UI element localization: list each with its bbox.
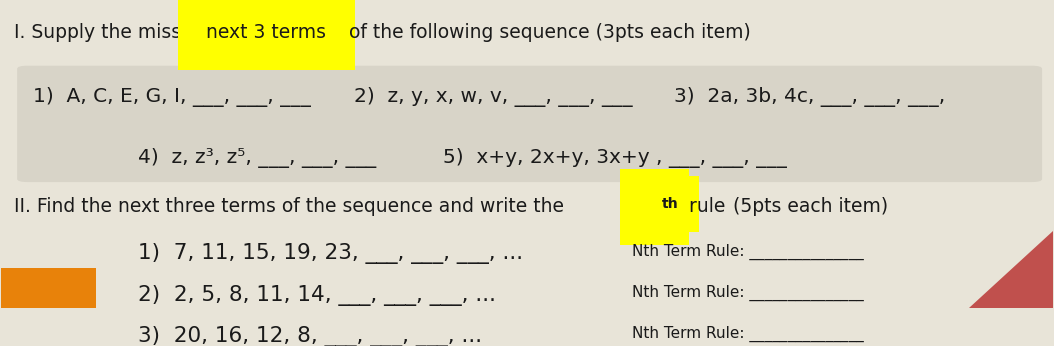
Text: 3)  20, 16, 12, 8, ___, ___, ___, ...: 3) 20, 16, 12, 8, ___, ___, ___, ... — [138, 326, 482, 346]
Text: th: th — [662, 197, 679, 211]
Text: 1)  7, 11, 15, 19, 23, ___, ___, ___, ...: 1) 7, 11, 15, 19, 23, ___, ___, ___, ... — [138, 243, 523, 264]
Polygon shape — [969, 231, 1053, 308]
Text: II. Find the next three terms of the sequence and write the: II. Find the next three terms of the seq… — [14, 197, 570, 216]
Text: rule: rule — [683, 197, 725, 216]
Text: (5pts each item): (5pts each item) — [726, 197, 887, 216]
Text: 1)  A, C, E, G, I, ___, ___, ___: 1) A, C, E, G, I, ___, ___, ___ — [33, 87, 311, 107]
Polygon shape — [1, 268, 96, 308]
Text: next 3 terms: next 3 terms — [207, 23, 327, 42]
Text: 2)  z, y, x, w, v, ___, ___, ___: 2) z, y, x, w, v, ___, ___, ___ — [353, 87, 632, 107]
Text: 3)  2a, 3b, 4c, ___, ___, ___,: 3) 2a, 3b, 4c, ___, ___, ___, — [675, 87, 945, 107]
Text: Nth Term Rule: _______________: Nth Term Rule: _______________ — [632, 285, 864, 301]
FancyBboxPatch shape — [17, 66, 1042, 182]
Text: 4)  z, z³, z⁵, ___, ___, ___: 4) z, z³, z⁵, ___, ___, ___ — [138, 148, 376, 169]
Text: n: n — [648, 197, 661, 216]
Text: Nth Term Rule: _______________: Nth Term Rule: _______________ — [632, 243, 864, 260]
Text: I. Supply the missing: I. Supply the missing — [14, 23, 216, 42]
Text: Nth Term Rule: _______________: Nth Term Rule: _______________ — [632, 326, 864, 342]
Text: 2)  2, 5, 8, 11, 14, ___, ___, ___, ...: 2) 2, 5, 8, 11, 14, ___, ___, ___, ... — [138, 285, 496, 306]
Text: of the following sequence (3pts each item): of the following sequence (3pts each ite… — [343, 23, 750, 42]
Text: 5)  x+y, 2x+y, 3x+y , ___, ___, ___: 5) x+y, 2x+y, 3x+y , ___, ___, ___ — [443, 148, 786, 169]
